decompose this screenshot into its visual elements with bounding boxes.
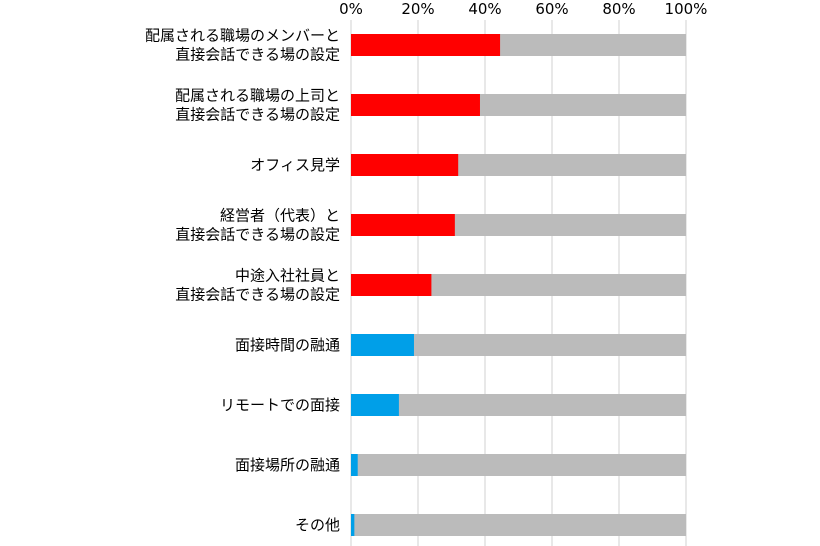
x-tick-label: 80%	[602, 0, 635, 18]
category-label: 面接場所の融通	[235, 456, 340, 474]
remainder-bar	[351, 274, 686, 296]
value-bar	[351, 514, 355, 536]
value-bar	[351, 454, 358, 476]
value-bars	[351, 34, 501, 536]
category-label: その他	[295, 516, 340, 534]
x-tick-label: 20%	[401, 0, 434, 18]
category-label: オフィス見学	[250, 156, 340, 174]
category-label: 配属される職場のメンバーと直接会話できる場の設定	[145, 27, 340, 64]
x-tick-label: 0%	[339, 0, 363, 18]
value-bar	[351, 274, 432, 296]
category-label: 面接時間の融通	[235, 336, 340, 354]
value-bar	[351, 34, 501, 56]
value-bar	[351, 154, 459, 176]
value-bar	[351, 394, 399, 416]
value-bar	[351, 334, 414, 356]
value-bar	[351, 94, 480, 116]
category-label: 経営者（代表）と直接会話できる場の設定	[175, 207, 340, 244]
remainder-bars	[351, 34, 686, 536]
x-tick-label: 60%	[535, 0, 568, 18]
category-label: リモートでの面接	[220, 396, 340, 414]
value-bar	[351, 214, 455, 236]
x-tick-label: 100%	[665, 0, 708, 18]
remainder-bar	[351, 514, 686, 536]
remainder-bar	[351, 334, 686, 356]
category-label: 中途入社社員と直接会話できる場の設定	[175, 267, 340, 304]
x-tick-label: 40%	[468, 0, 501, 18]
category-labels: 配属される職場のメンバーと直接会話できる場の設定配属される職場の上司と直接会話で…	[145, 27, 340, 535]
remainder-bar	[351, 454, 686, 476]
category-label: 配属される職場の上司と直接会話できる場の設定	[175, 87, 340, 124]
remainder-bar	[351, 394, 686, 416]
x-axis-tick-labels: 0% 20% 40% 60% 80% 100%	[339, 0, 707, 18]
